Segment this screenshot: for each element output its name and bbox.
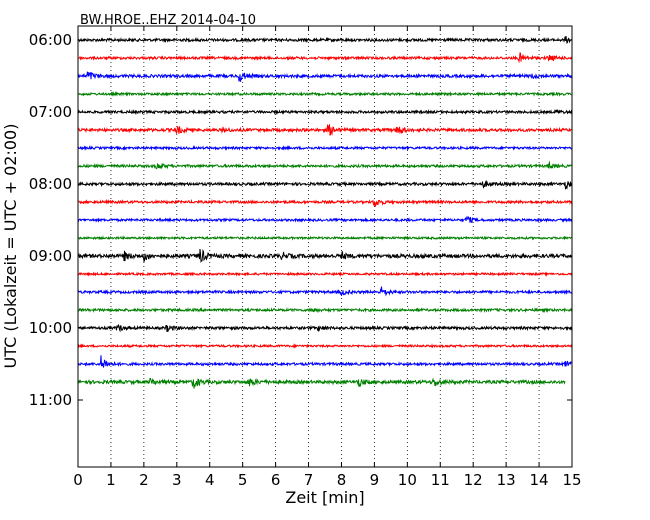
y-tick-label-07:00: 07:00 bbox=[29, 103, 72, 121]
trace-0930 bbox=[77, 286, 573, 297]
trace-1015 bbox=[77, 343, 573, 349]
trace-0745 bbox=[77, 160, 573, 170]
x-axis-label: Zeit [min] bbox=[285, 488, 364, 507]
trace-0900 bbox=[77, 248, 573, 264]
x-tick-label-5: 5 bbox=[238, 471, 248, 489]
x-tick-label-0: 0 bbox=[73, 471, 83, 489]
x-tick-label-12: 12 bbox=[464, 471, 483, 489]
trace-0715 bbox=[77, 123, 573, 136]
x-tick-label-2: 2 bbox=[139, 471, 149, 489]
x-tick-label-9: 9 bbox=[370, 471, 380, 489]
y-tick-label-08:00: 08:00 bbox=[29, 175, 72, 193]
ticks: 0 1 2 3 4 5 6 7 8 9 10 11 12 13 14 1506:0007:0008:0009:… bbox=[29, 26, 582, 489]
x-tick-label-3: 3 bbox=[172, 471, 182, 489]
x-tick-label-10: 10 bbox=[398, 471, 417, 489]
trace-0800 bbox=[77, 179, 573, 190]
y-tick-label-06:00: 06:00 bbox=[29, 31, 72, 49]
x-tick-label-1: 1 bbox=[106, 471, 116, 489]
y-tick-label-11:00: 11:00 bbox=[29, 391, 72, 409]
trace-0945 bbox=[77, 306, 573, 314]
y-axis-label: UTC (Lokalzeit = UTC + 02:00) bbox=[1, 124, 20, 369]
x-tick-label-4: 4 bbox=[205, 471, 215, 489]
trace-0845 bbox=[77, 235, 573, 241]
trace-0615 bbox=[77, 52, 573, 64]
trace-0645 bbox=[77, 91, 573, 97]
chart-title: BW.HROE..EHZ 2014-04-10 bbox=[80, 13, 256, 28]
y-tick-label-09:00: 09:00 bbox=[29, 247, 72, 265]
x-tick-label-15: 15 bbox=[562, 471, 581, 489]
x-tick-label-6: 6 bbox=[271, 471, 281, 489]
x-tick-label-11: 11 bbox=[431, 471, 450, 489]
x-tick-label-7: 7 bbox=[304, 471, 314, 489]
gridlines bbox=[110, 26, 540, 467]
plot-frame bbox=[77, 25, 573, 468]
trace-0730 bbox=[77, 145, 573, 152]
y-tick-label-10:00: 10:00 bbox=[29, 319, 72, 337]
traces bbox=[77, 36, 573, 389]
trace-0915 bbox=[77, 271, 573, 277]
trace-0600 bbox=[77, 36, 573, 45]
x-tick-label-13: 13 bbox=[497, 471, 516, 489]
x-tick-label-8: 8 bbox=[337, 471, 347, 489]
trace-1000 bbox=[77, 323, 573, 333]
x-tick-label-14: 14 bbox=[530, 471, 549, 489]
trace-0830 bbox=[77, 215, 573, 224]
trace-0815 bbox=[77, 198, 573, 207]
trace-1030 bbox=[77, 355, 573, 368]
trace-1045 bbox=[77, 377, 566, 389]
trace-0630 bbox=[77, 71, 573, 82]
trace-0700 bbox=[77, 108, 573, 116]
